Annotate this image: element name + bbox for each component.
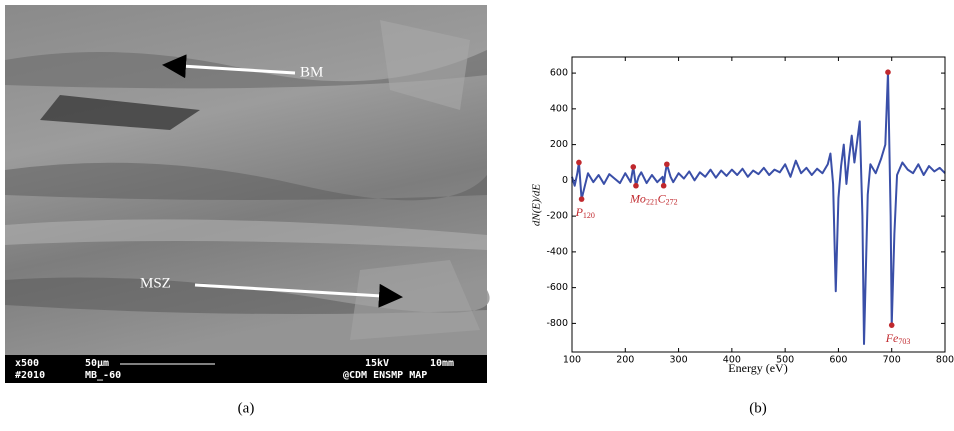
x-tick-label: 400 [723,355,741,366]
y-tick-label: 200 [550,139,568,150]
x-tick-label: 300 [670,355,688,366]
info-text: MB_-60 [85,370,121,381]
info-text: 15kV [365,358,389,369]
marker [630,164,637,170]
dip-label: P120 [575,205,595,220]
label-sub: 120 [583,211,595,220]
y-tick-label: 600 [550,68,568,79]
label-sub: 272 [666,198,678,207]
dip-label: C272 [658,191,678,206]
label-sub: 221 [646,198,658,207]
x-tick-label: 800 [936,355,954,366]
arrow-label: MSZ [140,275,171,291]
marker [664,161,670,168]
marker [578,196,585,202]
data-line [571,71,946,345]
x-tick-label: 600 [829,355,847,366]
marker [885,69,891,75]
marker [660,182,667,189]
label-sub: 703 [898,337,910,346]
panel-label: (b) [749,400,767,416]
info-text: @CDM ENSMP MAP [343,370,427,381]
info-text: 50µm [85,358,109,369]
info-text: #2010 [15,370,45,381]
dip-label: Fe703 [885,331,911,346]
panel-label: (a) [238,400,255,416]
label-text: P [575,205,584,219]
info-text: 10mm [430,358,454,369]
label-text: Fe [885,331,899,345]
y-tick-label: -800 [546,318,568,329]
label-text: Mo [629,191,646,205]
marker [576,159,582,166]
info-text: x500 [15,358,39,369]
x-tick-label: 100 [563,355,581,366]
x-tick-label: 700 [883,355,901,366]
y-axis-label: dN(E)/dE [531,184,543,226]
label-text: C [658,191,667,205]
y-tick-label: -600 [546,282,568,293]
plot-frame [571,56,946,353]
sem-image: BM MSZ x500 #2010 50µm MB_-60 15kV 10mm … [5,5,490,383]
y-tick-label: -200 [546,211,568,222]
y-tick-label: 400 [550,103,568,114]
y-tick-label: -400 [546,246,568,257]
marker [888,322,895,328]
y-tick-label: 0 [562,175,568,186]
arrow-label: BM [300,64,323,80]
marker [633,182,639,189]
x-tick-label: 200 [616,355,634,366]
x-tick-label: 500 [776,355,794,366]
x-axis-label: Energy (eV) [728,361,787,375]
dip-label: Mo221 [629,191,658,206]
